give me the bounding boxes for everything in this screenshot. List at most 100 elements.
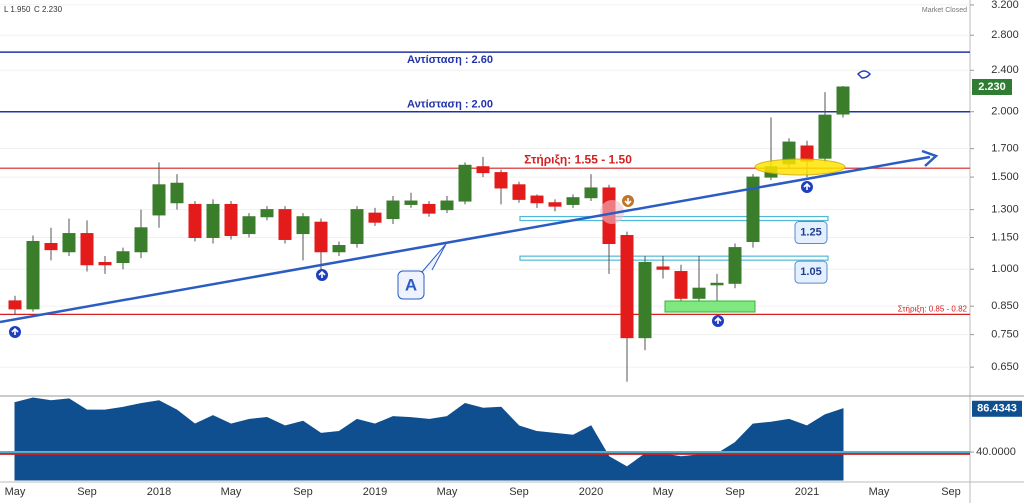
callout-tail — [421, 243, 447, 273]
candle-body — [638, 262, 652, 339]
y-tick-label: 2.000 — [991, 106, 1019, 118]
candle-body — [530, 195, 544, 204]
y-tick-label: 2.400 — [991, 64, 1019, 76]
candle-body — [404, 200, 418, 205]
x-tick-label: Sep — [725, 486, 745, 498]
level-label: Στήριξη: 1.55 - 1.50 — [524, 152, 632, 166]
highlight-ellipse — [754, 158, 846, 176]
candle-body — [620, 235, 634, 339]
x-tick-label: Sep — [509, 486, 529, 498]
glyph — [803, 182, 811, 190]
y-tick-label: 1.300 — [991, 204, 1019, 216]
candle-body — [116, 251, 130, 264]
zone-label: 1.05 — [800, 266, 821, 278]
hand-icon — [856, 70, 871, 79]
candle-body — [8, 300, 22, 310]
zone-callout — [794, 221, 828, 245]
candle-body — [170, 182, 184, 204]
x-tick-label: Sep — [293, 486, 313, 498]
candle-body — [242, 216, 256, 235]
candle-body — [458, 164, 472, 202]
highlight-circle — [600, 200, 624, 224]
candle-body — [62, 233, 76, 253]
candle-body — [476, 166, 490, 174]
level-label: Αντίσταση : 2.60 — [407, 54, 493, 66]
y-tick-label: 1.700 — [991, 143, 1019, 155]
glyph — [11, 327, 19, 335]
candle-body — [224, 203, 238, 237]
x-tick-label: May — [437, 486, 458, 498]
candle-body — [494, 172, 508, 189]
candle-body — [584, 187, 598, 199]
price-tag — [972, 78, 1012, 95]
candle-body — [548, 202, 562, 207]
trend-line — [0, 155, 931, 324]
x-tick-label: 2020 — [579, 486, 603, 498]
candle-body — [674, 271, 688, 299]
candle-body — [710, 282, 724, 286]
candle-body — [350, 209, 364, 244]
y-tick-label: 0.650 — [991, 361, 1019, 373]
x-tick-label: May — [221, 486, 242, 498]
candle-body — [80, 233, 94, 266]
level-label: Αντίσταση : 2.00 — [407, 99, 493, 111]
candle-body — [98, 262, 112, 266]
glyph — [714, 316, 722, 324]
level-label: Στήριξη: 0.85 - 0.82 — [898, 304, 968, 313]
y-tick-label: 3.200 — [991, 0, 1019, 11]
candle-body — [566, 197, 580, 205]
x-tick-label: 2021 — [795, 486, 819, 498]
candle-body — [296, 216, 310, 235]
zone-band — [519, 215, 829, 222]
candle-body — [692, 287, 706, 299]
y-tick-label: 1.150 — [991, 231, 1019, 243]
x-tick-label: May — [5, 486, 26, 498]
zone-callout — [794, 260, 828, 284]
candle-body — [314, 221, 328, 253]
x-tick-label: 2019 — [363, 486, 387, 498]
candle-body — [422, 203, 436, 214]
candle-body — [44, 242, 58, 251]
market-status: Market Closed — [922, 7, 967, 14]
y-tick-label: 2.800 — [991, 29, 1019, 41]
indicator-tag — [972, 400, 1022, 417]
y-tick-label: 40.0000 — [976, 446, 1016, 458]
trend-label: A — [405, 275, 417, 294]
glyph — [624, 198, 632, 206]
x-tick-label: Sep — [941, 486, 961, 498]
trend-arrow — [921, 149, 939, 167]
candle-body — [746, 176, 760, 242]
candle-body — [134, 227, 148, 253]
candle-body — [818, 114, 832, 159]
indicator-tag-label: 86.4343 — [977, 403, 1017, 415]
y-tick-label: 1.500 — [991, 171, 1019, 183]
marker-glyphs — [11, 182, 811, 335]
price-tag-label: 2.230 — [978, 81, 1006, 93]
candle-body — [512, 184, 526, 200]
indicator-area — [14, 397, 844, 481]
candle-body — [188, 203, 202, 238]
candle-body — [728, 247, 742, 284]
candle-body — [26, 240, 40, 310]
zone-label: 1.25 — [800, 226, 821, 238]
candle-body — [656, 266, 670, 270]
highlight-box — [664, 300, 756, 313]
x-tick-label: Sep — [77, 486, 97, 498]
candle-body — [332, 245, 346, 253]
header-close: C 2.230 — [34, 5, 63, 14]
candle-body — [368, 212, 382, 223]
candle-body — [152, 184, 166, 216]
candle-body — [206, 203, 220, 238]
candle-body — [386, 200, 400, 220]
zone-band — [519, 255, 829, 261]
candle-body — [260, 209, 274, 218]
y-tick-label: 0.850 — [991, 300, 1019, 312]
x-tick-label: May — [869, 486, 890, 498]
candle-body — [440, 200, 454, 211]
glyph — [318, 270, 326, 278]
candle-body — [278, 209, 292, 240]
y-tick-label: 1.000 — [991, 263, 1019, 275]
